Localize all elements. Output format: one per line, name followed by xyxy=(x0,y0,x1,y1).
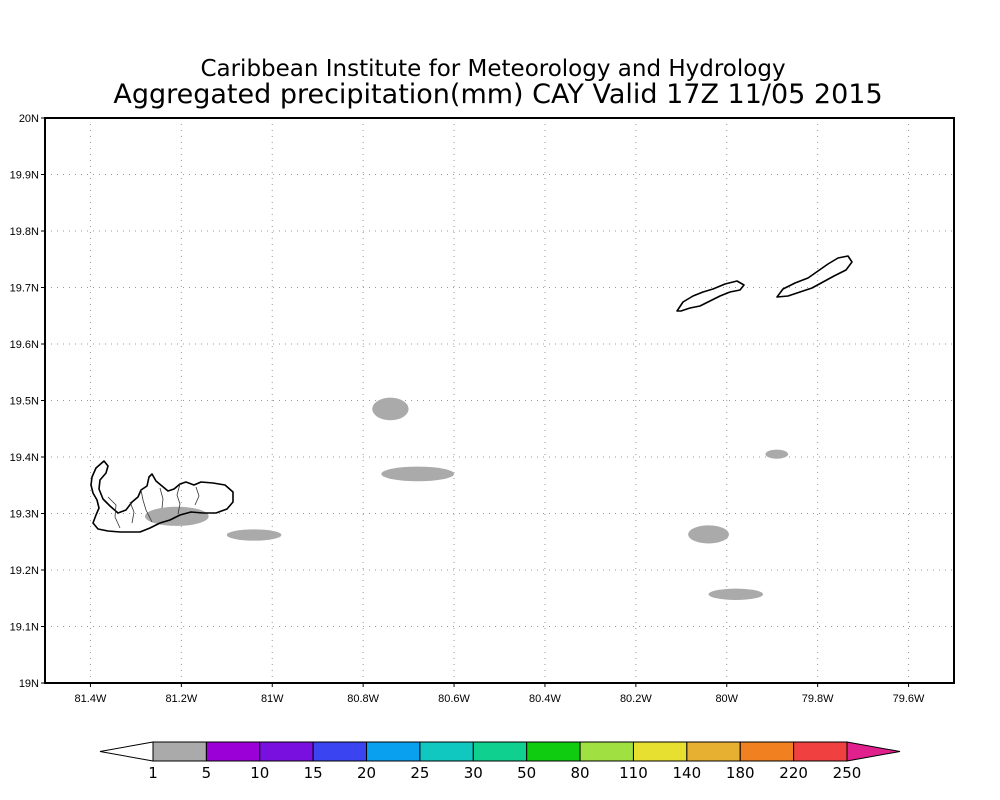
lon-tick-label: 80.6W xyxy=(438,693,470,705)
colorbar-label: 180 xyxy=(726,764,755,782)
grand-cayman-island xyxy=(90,460,234,533)
lat-tick-label: 19.5N xyxy=(10,396,39,408)
colorbar-label: 1 xyxy=(148,764,158,782)
latitude-labels: 19N 19.1N 19.2N 19.3N 19.4N 19.5N 19.6N 19.7N 19… xyxy=(10,113,45,690)
colorbar-label: 5 xyxy=(202,764,212,782)
precip-area xyxy=(688,525,730,544)
lon-tick-label: 81.4W xyxy=(75,693,107,705)
colorbar-label: 80 xyxy=(571,764,590,782)
lat-tick-label: 20N xyxy=(19,113,39,125)
colorbar-label: 10 xyxy=(250,764,269,782)
colorbar-bin xyxy=(526,741,581,762)
colorbar-label: 220 xyxy=(779,764,808,782)
colorbar-bin xyxy=(739,741,795,762)
lat-tick-label: 19.7N xyxy=(10,283,39,295)
colorbar-bin xyxy=(579,741,634,762)
precip-area xyxy=(708,588,764,600)
lon-tick-label: 81.2W xyxy=(165,693,197,705)
colorbar-high-arrow xyxy=(846,741,901,762)
precip-area xyxy=(226,529,282,541)
title-line-1: Caribbean Institute for Meteorology and … xyxy=(200,56,785,82)
title-line-2: Aggregated precipitation(mm) CAY Valid 1… xyxy=(113,79,882,110)
colorbar-label: 25 xyxy=(410,764,429,782)
colorbar-bin xyxy=(632,741,688,762)
colorbar: 1 5 10 15 20 25 30 50 80 110 140 180 220 250 xyxy=(99,741,901,782)
lat-tick-label: 19.1N xyxy=(10,622,39,634)
precip-area xyxy=(381,466,455,482)
colorbar-bin xyxy=(366,741,421,762)
lon-tick-label: 80.2W xyxy=(620,693,652,705)
colorbar-label: 140 xyxy=(673,764,702,782)
colorbar-bin xyxy=(419,741,474,762)
lon-tick-label: 80.8W xyxy=(347,693,379,705)
colorbar-bin xyxy=(259,741,314,762)
colorbar-bin xyxy=(152,741,207,762)
lon-tick-label: 81W xyxy=(261,693,284,705)
colorbar-bin xyxy=(312,741,368,762)
colorbar-bin xyxy=(472,741,528,762)
colorbar-bin xyxy=(793,741,848,762)
cayman-brac-island xyxy=(776,255,853,298)
lat-tick-label: 19.2N xyxy=(10,565,39,577)
colorbar-label: 20 xyxy=(357,764,376,782)
lon-tick-label: 79.6W xyxy=(893,693,925,705)
colorbar-label: 50 xyxy=(517,764,536,782)
longitude-labels: 81.4W 81.2W 81W 80.8W 80.6W 80.4W 80.2W 80W 79.8… xyxy=(75,683,925,705)
colorbar-label: 250 xyxy=(833,764,862,782)
lat-tick-label: 19.8N xyxy=(10,226,39,238)
colorbar-low-arrow xyxy=(99,741,154,762)
lat-tick-label: 19.6N xyxy=(10,339,39,351)
colorbar-label: 110 xyxy=(619,764,648,782)
lat-tick-label: 19.3N xyxy=(10,509,39,521)
grand-cayman-district-lines xyxy=(107,483,200,529)
colorbar-label: 30 xyxy=(464,764,483,782)
precip-area xyxy=(765,449,789,459)
colorbar-bin xyxy=(686,741,741,762)
lon-tick-label: 80W xyxy=(715,693,738,705)
lon-tick-label: 79.8W xyxy=(802,693,834,705)
precip-area xyxy=(372,397,409,421)
grid-lines xyxy=(45,118,954,683)
lon-tick-label: 80.4W xyxy=(529,693,561,705)
precipitation-areas xyxy=(144,397,789,600)
colorbar-label: 15 xyxy=(304,764,323,782)
lat-tick-label: 19.4N xyxy=(10,452,39,464)
colorbar-bin xyxy=(205,741,261,762)
coastlines xyxy=(90,255,853,533)
lat-tick-label: 19N xyxy=(19,678,39,690)
little-cayman-island xyxy=(676,280,745,312)
lat-tick-label: 19.9N xyxy=(10,170,39,182)
